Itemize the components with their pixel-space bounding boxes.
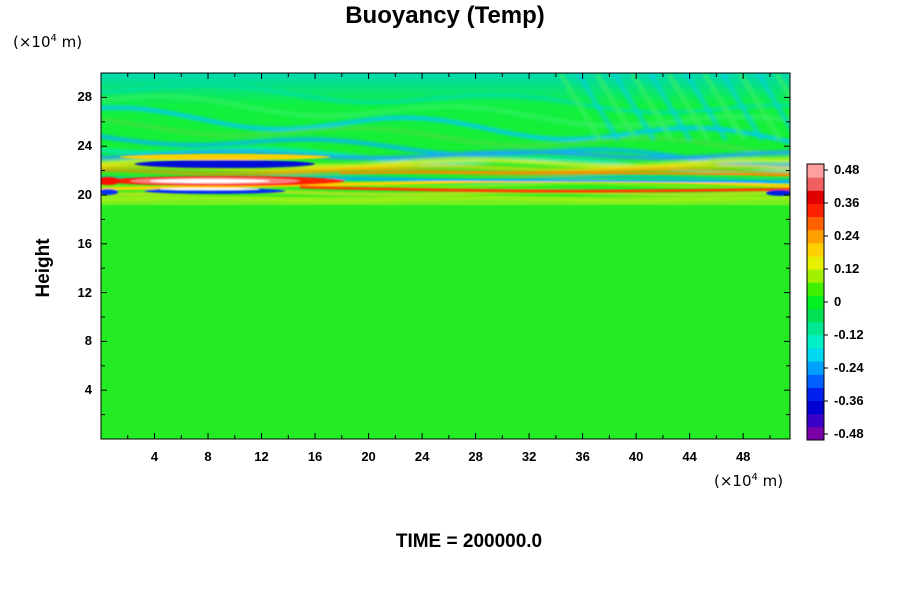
colorbar-segment <box>807 256 824 270</box>
y-tick-label: 12 <box>77 284 92 300</box>
y-tick-label: 16 <box>77 235 92 251</box>
colorbar-tick-label: -0.12 <box>834 327 864 342</box>
colorbar-segment <box>807 361 824 375</box>
wave-striation <box>773 73 790 102</box>
colorbar-segment <box>807 426 824 441</box>
colorbar-segment <box>807 164 824 178</box>
colorbar-segment <box>807 308 824 323</box>
colorbar-segment <box>807 216 824 231</box>
colorbar-tick-label: -0.36 <box>834 393 864 408</box>
colorbar-segment <box>807 413 824 428</box>
wave-band <box>101 117 790 157</box>
anomaly-peak-core <box>149 179 271 183</box>
colorbar <box>806 163 828 441</box>
colorbar-segment <box>807 334 824 349</box>
wave-striation <box>719 73 765 142</box>
plot-area <box>101 73 834 439</box>
chart-title: Buoyancy (Temp) <box>345 2 545 29</box>
warm-streak <box>101 179 790 191</box>
colorbar-segment <box>807 400 824 415</box>
colorbar-segment <box>807 387 824 402</box>
wave-striation <box>665 73 711 142</box>
warm-streak <box>299 185 790 193</box>
wave-striation <box>737 73 783 142</box>
x-tick-label: 24 <box>414 449 430 464</box>
colorbar-tick-label: 0.36 <box>834 195 860 210</box>
anomaly-white-line <box>159 187 261 191</box>
colorbar-segment <box>807 242 824 257</box>
y-tick-label: 28 <box>77 89 92 105</box>
x-tick-label: 28 <box>468 449 483 464</box>
y-tick-label: 8 <box>84 333 92 349</box>
wave-striation <box>755 73 790 132</box>
y-unit-label: (×104 m) <box>13 33 83 51</box>
y-axis <box>101 96 790 416</box>
x-tick-label: 32 <box>521 449 537 464</box>
wave-striation <box>683 73 729 142</box>
x-unit-label: (×104 m) <box>714 472 784 490</box>
cool-streak <box>299 178 790 183</box>
wave-band <box>101 82 790 115</box>
colorbar-segment <box>807 177 824 191</box>
edge-feature <box>101 177 120 185</box>
wave-striation <box>701 73 747 142</box>
colorbar-segment <box>807 190 824 204</box>
colorbar-tick-label: -0.48 <box>834 426 864 441</box>
wave-band <box>101 105 790 144</box>
colorbar-tick-label: -0.24 <box>834 360 864 375</box>
wave-band <box>101 150 790 160</box>
x-tick-label: 16 <box>307 449 323 464</box>
x-tick-label: 44 <box>682 449 697 464</box>
wave-striation <box>593 73 639 142</box>
colorbar-segment <box>807 282 824 296</box>
colorbar-segment <box>807 321 824 336</box>
wave-striation <box>557 73 603 142</box>
wave-striation <box>647 73 693 142</box>
colorbar-segment <box>807 374 824 388</box>
anomaly-layer <box>101 154 790 205</box>
edge-feature <box>101 189 118 195</box>
colorbar-tick-label: 0.12 <box>834 261 860 276</box>
x-tick-label: 48 <box>735 449 751 464</box>
sub-layer <box>101 197 790 205</box>
x-axis <box>127 73 771 439</box>
warm-streak <box>339 171 790 176</box>
y-tick-label: 4 <box>84 382 92 398</box>
colorbar-tick-label: 0 <box>834 294 842 309</box>
x-tick-label: 20 <box>361 449 376 464</box>
wave-striation <box>794 73 834 140</box>
x-tick-label: 40 <box>628 449 644 464</box>
colorbar-tick-label: 0.48 <box>834 162 860 177</box>
wave-striation <box>629 73 675 142</box>
y-tick-label: 24 <box>77 138 92 154</box>
wave-bands <box>101 73 834 202</box>
anomaly-negative <box>134 160 316 168</box>
y-tick-label: 20 <box>77 187 92 202</box>
x-tick-label: 12 <box>254 449 269 464</box>
time-label: TIME = 200000.0 <box>395 531 543 552</box>
x-tick-label: 36 <box>575 449 590 464</box>
edge-feature <box>766 190 790 196</box>
colorbar-segment <box>807 295 824 310</box>
x-tick-label: 8 <box>204 449 212 464</box>
x-tick-label: 4 <box>150 449 159 464</box>
colorbar-segment <box>807 269 824 283</box>
wave-striation <box>611 73 657 142</box>
colorbar-tick-label: 0.24 <box>834 228 860 243</box>
anomaly-positive-upper <box>119 154 331 160</box>
colorbar-segment <box>807 229 824 244</box>
colorbar-segment <box>807 203 824 218</box>
wave-striation <box>575 73 621 142</box>
colorbar-segment <box>807 348 824 362</box>
plot-frame <box>100 72 791 440</box>
